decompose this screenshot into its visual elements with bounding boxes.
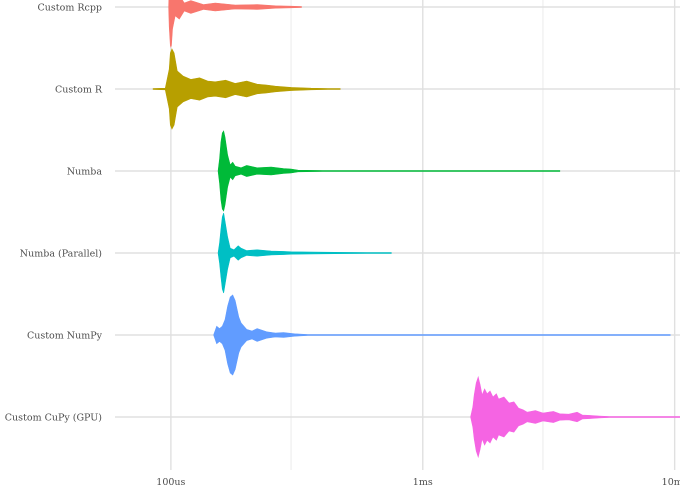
label-layer: Custom Rcpp Custom R Numba Numba (Parallel)… [5,3,680,489]
violin-numba-parallel [217,212,392,294]
violin-custom-numpy [213,294,671,376]
x-tick-label: 1ms [413,477,433,488]
x-tick-label: 10ms [662,477,680,488]
grid-layer [115,0,680,470]
y-tick-label: Custom R [55,85,103,96]
y-tick-label: Numba [67,167,103,178]
violin-numba [217,130,561,212]
violin-custom-rcpp [168,0,302,48]
y-tick-label: Custom NumPy [27,331,103,342]
x-tick-label: 100us [156,477,185,488]
violin-custom-cupy-gpu [470,375,680,459]
y-tick-label: Numba (Parallel) [20,249,102,260]
violin-custom-r [152,48,341,130]
violin-layer [152,0,680,459]
y-tick-label: Custom Rcpp [38,3,102,14]
y-tick-label: Custom CuPy (GPU) [5,413,102,424]
